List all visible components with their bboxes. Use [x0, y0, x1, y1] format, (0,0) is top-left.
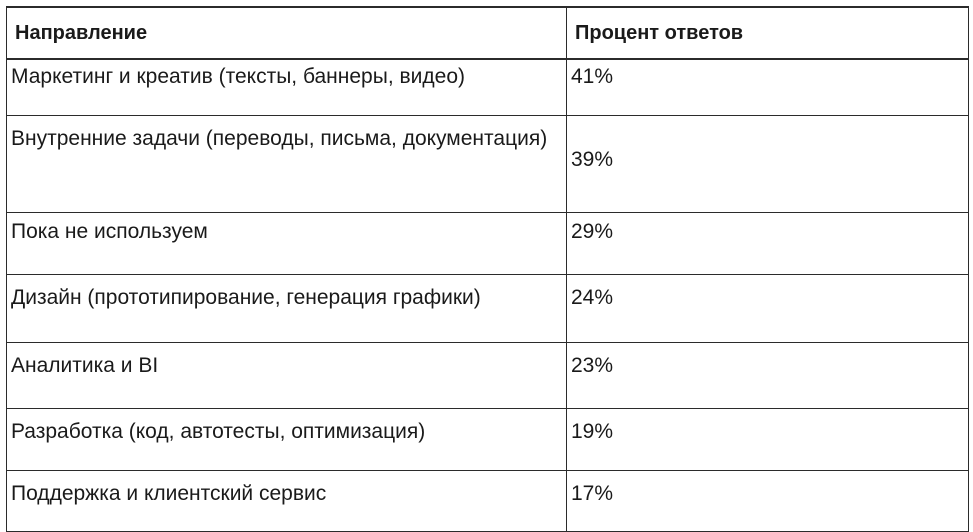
direction-cell: Маркетинг и креатив (тексты, баннеры, ви… — [6, 58, 567, 116]
table-row: Разработка (код, автотесты, оптимизация)… — [6, 408, 969, 471]
table-header-row: Направление Процент ответов — [6, 6, 969, 60]
table-row: Дизайн (прототипирование, генерация граф… — [6, 274, 969, 343]
percent-cell: 41% — [566, 58, 969, 116]
percent-cell: 24% — [566, 274, 969, 343]
column-header-percent: Процент ответов — [566, 6, 969, 60]
direction-cell: Аналитика и BI — [6, 342, 567, 409]
percent-cell: 17% — [566, 470, 969, 532]
percent-cell: 23% — [566, 342, 969, 409]
column-header-direction: Направление — [6, 6, 567, 60]
table-row: Поддержка и клиентский сервис 17% — [6, 470, 969, 532]
percent-cell: 39% — [566, 115, 969, 213]
table-row: Маркетинг и креатив (тексты, баннеры, ви… — [6, 58, 969, 116]
direction-cell: Внутренние задачи (переводы, письма, док… — [6, 115, 567, 213]
direction-cell: Разработка (код, автотесты, оптимизация) — [6, 408, 567, 471]
direction-cell: Пока не используем — [6, 212, 567, 275]
percent-cell: 19% — [566, 408, 969, 471]
direction-cell: Дизайн (прототипирование, генерация граф… — [6, 274, 567, 343]
table-row: Аналитика и BI 23% — [6, 342, 969, 409]
table-row: Пока не используем 29% — [6, 212, 969, 275]
direction-cell: Поддержка и клиентский сервис — [6, 470, 567, 532]
percent-cell: 29% — [566, 212, 969, 275]
table-row: Внутренние задачи (переводы, письма, док… — [6, 115, 969, 213]
survey-results-table: Направление Процент ответов Маркетинг и … — [6, 6, 969, 532]
